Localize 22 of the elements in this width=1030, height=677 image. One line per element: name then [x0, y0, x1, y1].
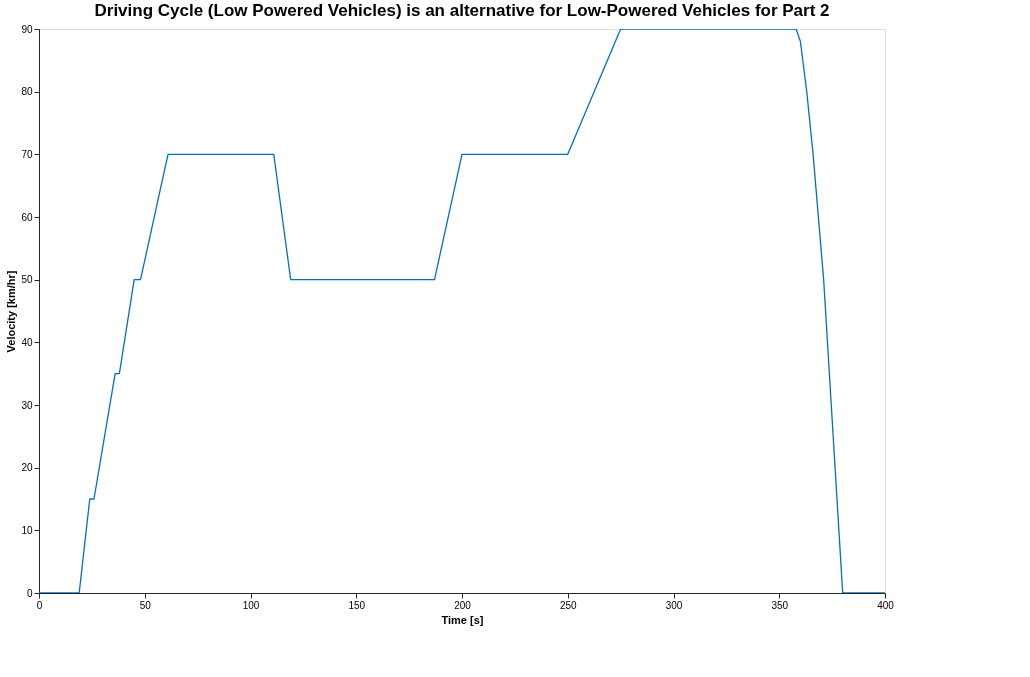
x-tick-label: 150 — [348, 599, 366, 611]
y-tick-label: 70 — [21, 148, 33, 160]
x-tick-label: 350 — [771, 599, 789, 611]
x-tick-label: 400 — [877, 599, 895, 611]
y-tick-label: 10 — [21, 524, 33, 536]
y-tick-label: 50 — [21, 274, 33, 286]
x-tick-label: 50 — [139, 599, 152, 611]
chart-title: Driving Cycle (Low Powered Vehicles) is an alternative for Low-Powered Vehicles for Part 2 — [94, 1, 830, 20]
y-tick-label: 60 — [21, 211, 33, 223]
x-tick-label: 300 — [665, 599, 683, 611]
x-tick-label: 250 — [559, 599, 578, 611]
y-tick-label: 90 — [21, 23, 33, 35]
y-tick-label: 0 — [26, 587, 33, 599]
x-tick-label: 100 — [242, 599, 260, 611]
y-axis-title: Velocity [km/hr] — [5, 270, 18, 353]
x-axis-title: Time [s] — [441, 613, 484, 626]
y-tick-label: 30 — [21, 399, 33, 411]
x-tick-label: 0 — [36, 599, 43, 611]
y-tick-label: 80 — [21, 86, 33, 98]
y-tick-label: 20 — [21, 462, 33, 474]
y-tick-label: 40 — [21, 336, 33, 348]
x-tick-label: 200 — [454, 599, 472, 611]
